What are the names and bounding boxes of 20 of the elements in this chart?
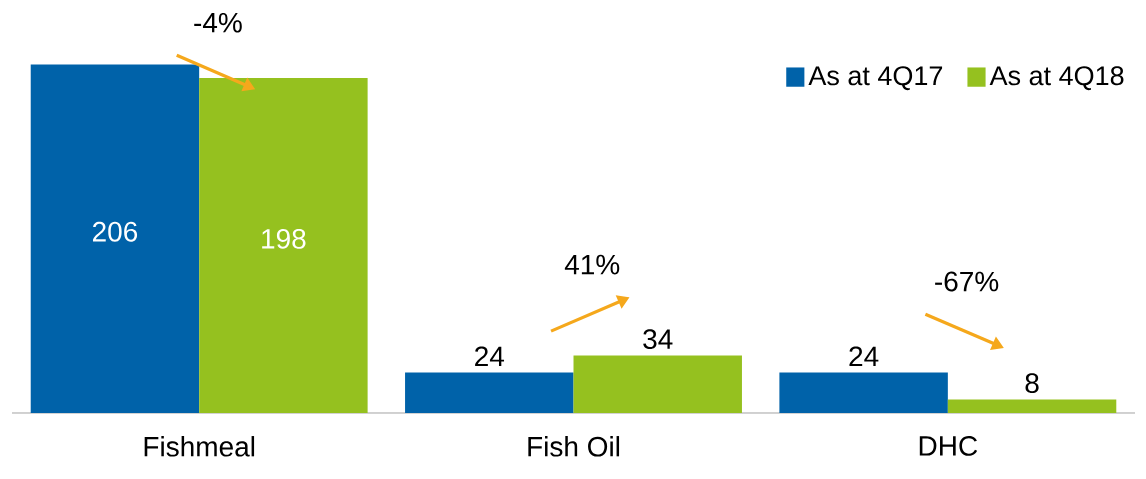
data-label: 24 [849, 346, 879, 366]
data-label: 206 [92, 221, 138, 242]
bar [30, 64, 200, 413]
text: -4% [194, 12, 242, 33]
bar [405, 372, 574, 413]
x-tick-label: Fishmeal [144, 436, 255, 457]
annotation: -67% [935, 271, 999, 292]
data-label: 8 [1025, 373, 1039, 394]
bar [199, 78, 368, 413]
data-label: 34 [643, 329, 673, 350]
data-label: 24 [475, 346, 505, 366]
legend-label: As at 4Q18 [989, 66, 1124, 91]
bar [947, 399, 1117, 413]
x-tick-label: DHC [919, 436, 978, 456]
bar [779, 372, 948, 413]
legend-label: As at 4Q17 [808, 66, 943, 91]
data-label: 198 [262, 228, 306, 249]
x-tick-label: Fish Oil [528, 436, 620, 457]
annotation: 41% [564, 254, 620, 275]
bar [573, 355, 742, 413]
